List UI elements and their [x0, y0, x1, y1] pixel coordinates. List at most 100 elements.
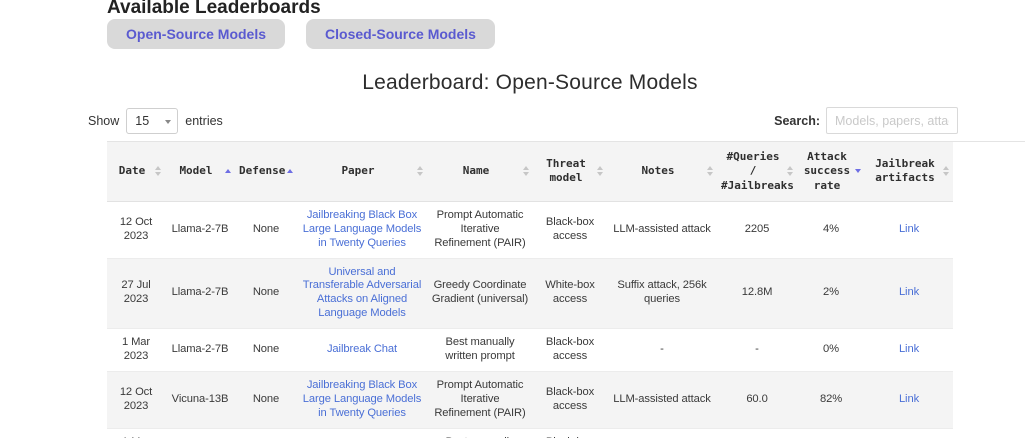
table-header-row: Date Model Defense Paper Name Threat model Not…: [107, 142, 953, 202]
column-label: Date: [118, 164, 146, 178]
column-header-model[interactable]: Model: [165, 142, 235, 202]
paper-link[interactable]: Universal and Transferable Adversarial A…: [302, 265, 422, 320]
cell-paper: Universal and Transferable Adversarial A…: [297, 258, 427, 330]
open-source-models-button[interactable]: Open-Source Models: [107, 19, 286, 49]
sort-icon: [597, 166, 603, 177]
table-controls: Show 15 entries Search:: [88, 107, 958, 134]
cell-defense: None: [235, 371, 297, 429]
column-label: Model: [179, 164, 213, 178]
cell-paper: Jailbreaking Black Box Large Language Mo…: [297, 201, 427, 259]
cell-defense: None: [235, 428, 297, 438]
cell-artifacts: Link: [865, 371, 953, 429]
cell-date: 12 Oct 2023: [107, 201, 165, 259]
search-control: Search:: [774, 107, 958, 134]
cell-name: Prompt Automatic Iterative Refinement (P…: [427, 201, 533, 259]
cell-threat: Black-box access: [533, 371, 607, 429]
table-row: 1 Mar 2023 Llama-2-7B None Jailbreak Chat Be…: [107, 328, 953, 372]
cell-model: Vicuna-13B: [165, 371, 235, 429]
column-label: Paper: [341, 164, 375, 178]
leaderboard-switcher: Open-Source Models Closed-Source Models: [107, 19, 1030, 49]
column-header-name[interactable]: Name: [427, 142, 533, 202]
table-row: 27 Jul 2023 Llama-2-7B None Universal and T…: [107, 258, 953, 330]
search-input[interactable]: [826, 107, 958, 134]
table-row: 12 Oct 2023 Llama-2-7B None Jailbreaking Bl…: [107, 201, 953, 259]
artifact-link[interactable]: Link: [898, 343, 920, 356]
sort-icon: [523, 166, 529, 177]
entries-select[interactable]: 15: [126, 107, 179, 134]
search-label: Search:: [774, 113, 820, 128]
cell-queries: 2205: [717, 201, 797, 259]
artifact-link[interactable]: Link: [898, 222, 920, 235]
cell-model: Llama-2-7B: [165, 201, 235, 259]
leaderboard-table: Date Model Defense Paper Name Threat model Not…: [107, 142, 953, 438]
cell-asr: 79%: [797, 428, 865, 438]
entries-length-control: Show 15 entries: [88, 107, 223, 134]
artifact-link[interactable]: Link: [898, 392, 920, 405]
cell-name: Best manually written prompt: [427, 428, 533, 438]
cell-model: Llama-2-7B: [165, 328, 235, 372]
cell-notes: Suffix attack, 256k queries: [607, 258, 717, 330]
cell-queries: -: [717, 428, 797, 438]
sort-icon: [855, 169, 861, 174]
entries-select-value: 15: [135, 113, 150, 128]
column-label: Defense: [239, 164, 286, 178]
column-header-date[interactable]: Date: [107, 142, 165, 202]
cell-model: Vicuna-13B: [165, 428, 235, 438]
closed-source-models-button[interactable]: Closed-Source Models: [306, 19, 495, 49]
column-label: Name: [462, 164, 490, 178]
artifact-link[interactable]: Link: [898, 286, 920, 299]
column-header-notes[interactable]: Notes: [607, 142, 717, 202]
sort-icon: [417, 166, 423, 177]
leaderboard-table-wrap: Date Model Defense Paper Name Threat model Not…: [107, 141, 1025, 438]
column-label: Notes: [641, 164, 675, 178]
cell-notes: LLM-assisted attack: [607, 201, 717, 259]
cell-queries: 60.0: [717, 371, 797, 429]
sort-icon: [225, 169, 231, 174]
chevron-down-icon: [165, 119, 172, 124]
column-label: #Queries / #Jailbreaks: [721, 150, 794, 192]
sort-icon: [155, 166, 161, 177]
entries-label: entries: [185, 113, 223, 128]
column-header-queries-jailbreaks[interactable]: #Queries / #Jailbreaks: [717, 142, 797, 202]
cell-name: Prompt Automatic Iterative Refinement (P…: [427, 371, 533, 429]
paper-link[interactable]: Jailbreak Chat: [326, 343, 398, 356]
cell-date: 1 Mar 2023: [107, 328, 165, 372]
cell-date: 27 Jul 2023: [107, 258, 165, 330]
sort-icon: [287, 169, 293, 174]
sort-icon: [787, 166, 793, 177]
cell-asr: 0%: [797, 328, 865, 372]
cell-notes: -: [607, 428, 717, 438]
cell-asr: 4%: [797, 201, 865, 259]
column-header-paper[interactable]: Paper: [297, 142, 427, 202]
cell-asr: 2%: [797, 258, 865, 330]
column-label: Threat model: [546, 157, 586, 185]
column-header-threat-model[interactable]: Threat model: [533, 142, 607, 202]
cell-paper: Jailbreak Chat: [297, 428, 427, 438]
cell-notes: LLM-assisted attack: [607, 371, 717, 429]
column-label: Attack success rate: [803, 150, 851, 192]
cell-notes: -: [607, 328, 717, 372]
cell-defense: None: [235, 258, 297, 330]
paper-link[interactable]: Jailbreaking Black Box Large Language Mo…: [302, 208, 422, 249]
cell-paper: Jailbreaking Black Box Large Language Mo…: [297, 371, 427, 429]
cell-asr: 82%: [797, 371, 865, 429]
cell-date: 1 Mar 2023: [107, 428, 165, 438]
sort-icon: [707, 166, 713, 177]
table-row: 12 Oct 2023 Vicuna-13B None Jailbreaking Bl…: [107, 371, 953, 429]
cell-threat: Black-box access: [533, 328, 607, 372]
cell-date: 12 Oct 2023: [107, 371, 165, 429]
cell-artifacts: Link: [865, 258, 953, 330]
column-header-jailbreak-artifacts[interactable]: Jailbreak artifacts: [865, 142, 953, 202]
cell-artifacts: Link: [865, 428, 953, 438]
column-header-attack-success-rate[interactable]: Attack success rate: [797, 142, 865, 202]
cell-defense: None: [235, 328, 297, 372]
paper-link[interactable]: Jailbreaking Black Box Large Language Mo…: [302, 378, 422, 419]
available-leaderboards-heading: Available Leaderboards: [107, 0, 1030, 13]
page-title: Leaderboard: Open-Source Models: [362, 71, 698, 94]
column-label: Jailbreak artifacts: [875, 157, 935, 185]
cell-threat: Black-box access: [533, 201, 607, 259]
column-header-defense[interactable]: Defense: [235, 142, 297, 202]
cell-paper: Jailbreak Chat: [297, 328, 427, 372]
